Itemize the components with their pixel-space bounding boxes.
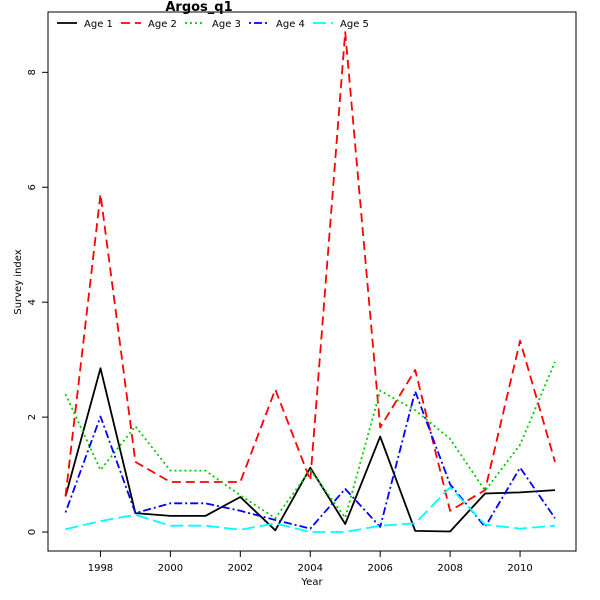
y-tick-label: 2 bbox=[27, 414, 38, 420]
series-lines bbox=[64, 31, 556, 533]
y-axis: 0 2 4 6 8 bbox=[27, 69, 48, 535]
legend-label: Age 1 bbox=[84, 19, 113, 30]
x-axis: 1998 2000 2002 2004 2006 2008 2010 bbox=[88, 551, 533, 574]
x-tick-label: 2000 bbox=[158, 563, 183, 574]
y-tick-label: 4 bbox=[27, 299, 38, 305]
legend-label: Age 5 bbox=[340, 19, 369, 30]
series-line-age-4 bbox=[64, 390, 556, 530]
series-line-age-2 bbox=[64, 31, 556, 512]
chart-title: Argos_q1 bbox=[165, 0, 232, 15]
x-tick-label: 2010 bbox=[507, 563, 532, 574]
x-tick-label: 2008 bbox=[437, 563, 462, 574]
y-axis-label: Survey index bbox=[13, 249, 24, 314]
series-line-age-1 bbox=[64, 367, 556, 533]
x-tick-label: 2006 bbox=[367, 563, 392, 574]
legend: Age 1 Age 2 Age 3 Age 4 Age 5 bbox=[57, 19, 369, 30]
series-line-age-5 bbox=[65, 486, 556, 533]
series-line-age-3 bbox=[64, 361, 556, 520]
plot-frame bbox=[47, 11, 577, 552]
x-axis-label: Year bbox=[300, 577, 323, 588]
x-tick-label: 2002 bbox=[228, 563, 253, 574]
legend-label: Age 4 bbox=[276, 19, 305, 30]
x-tick-label: 2004 bbox=[298, 563, 323, 574]
y-tick-label: 8 bbox=[27, 69, 38, 75]
y-tick-label: 0 bbox=[27, 529, 38, 535]
legend-label: Age 2 bbox=[148, 19, 177, 30]
legend-label: Age 3 bbox=[212, 19, 241, 30]
y-tick-label: 6 bbox=[27, 184, 38, 190]
x-tick-label: 1998 bbox=[88, 563, 113, 574]
